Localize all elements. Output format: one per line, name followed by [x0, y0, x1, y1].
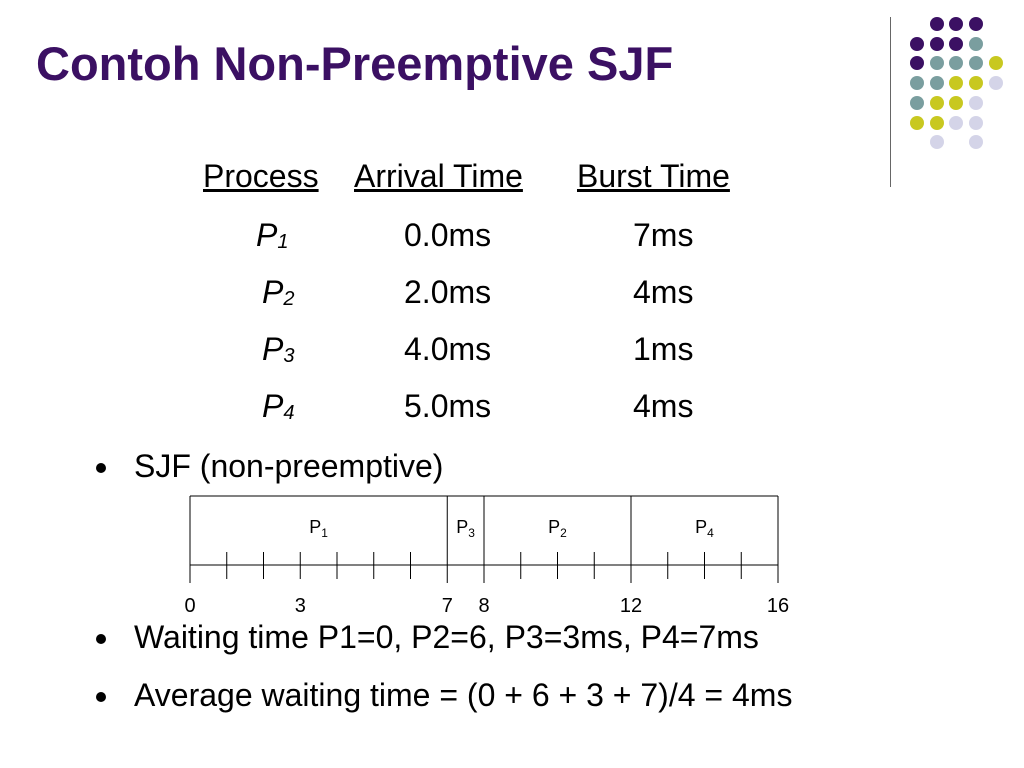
gantt-segment-label: P2 — [548, 517, 567, 540]
gantt-segment-label: P3 — [456, 517, 475, 540]
bullet-dot-icon — [96, 463, 106, 473]
decorative-divider — [890, 17, 891, 187]
slide-title: Contoh Non-Preemptive SJF — [36, 37, 674, 90]
bullet-dot-icon — [96, 692, 106, 702]
header-arrival-time: Arrival Time — [354, 158, 523, 194]
arrival-time-value: 4.0ms — [404, 331, 492, 367]
process-name: P2 — [262, 274, 295, 310]
header-burst-time: Burst Time — [577, 158, 730, 194]
arrival-time-value: 2.0ms — [404, 274, 492, 310]
gantt-segment-label: P4 — [695, 517, 714, 540]
burst-time-value: 7ms — [633, 217, 694, 253]
burst-time-value: 1ms — [633, 331, 694, 367]
gantt-axis-label: 3 — [295, 595, 306, 617]
gantt-axis-label: 16 — [767, 595, 789, 617]
process-name: P1 — [256, 217, 289, 253]
gantt-axis-label: 7 — [442, 595, 453, 617]
burst-time-value: 4ms — [633, 274, 694, 310]
gantt-segment-label: P1 — [309, 517, 328, 540]
arrival-time-value: 0.0ms — [404, 217, 492, 253]
gantt-axis-label: 0 — [184, 595, 195, 617]
burst-time-value: 4ms — [633, 388, 694, 424]
bullet-text: SJF (non-preemptive) — [134, 448, 444, 484]
gantt-axis-label: 8 — [478, 595, 489, 617]
bullet-text: Average waiting time = (0 + 6 + 3 + 7)/4… — [134, 677, 793, 713]
header-process: Process — [203, 158, 319, 194]
process-name: P4 — [262, 388, 295, 424]
process-name: P3 — [262, 331, 295, 367]
gantt-axis-label: 12 — [620, 595, 642, 617]
bullet-dot-icon — [96, 634, 106, 644]
bullet-text: Waiting time P1=0, P2=6, P3=3ms, P4=7ms — [134, 619, 759, 655]
arrival-time-value: 5.0ms — [404, 388, 492, 424]
